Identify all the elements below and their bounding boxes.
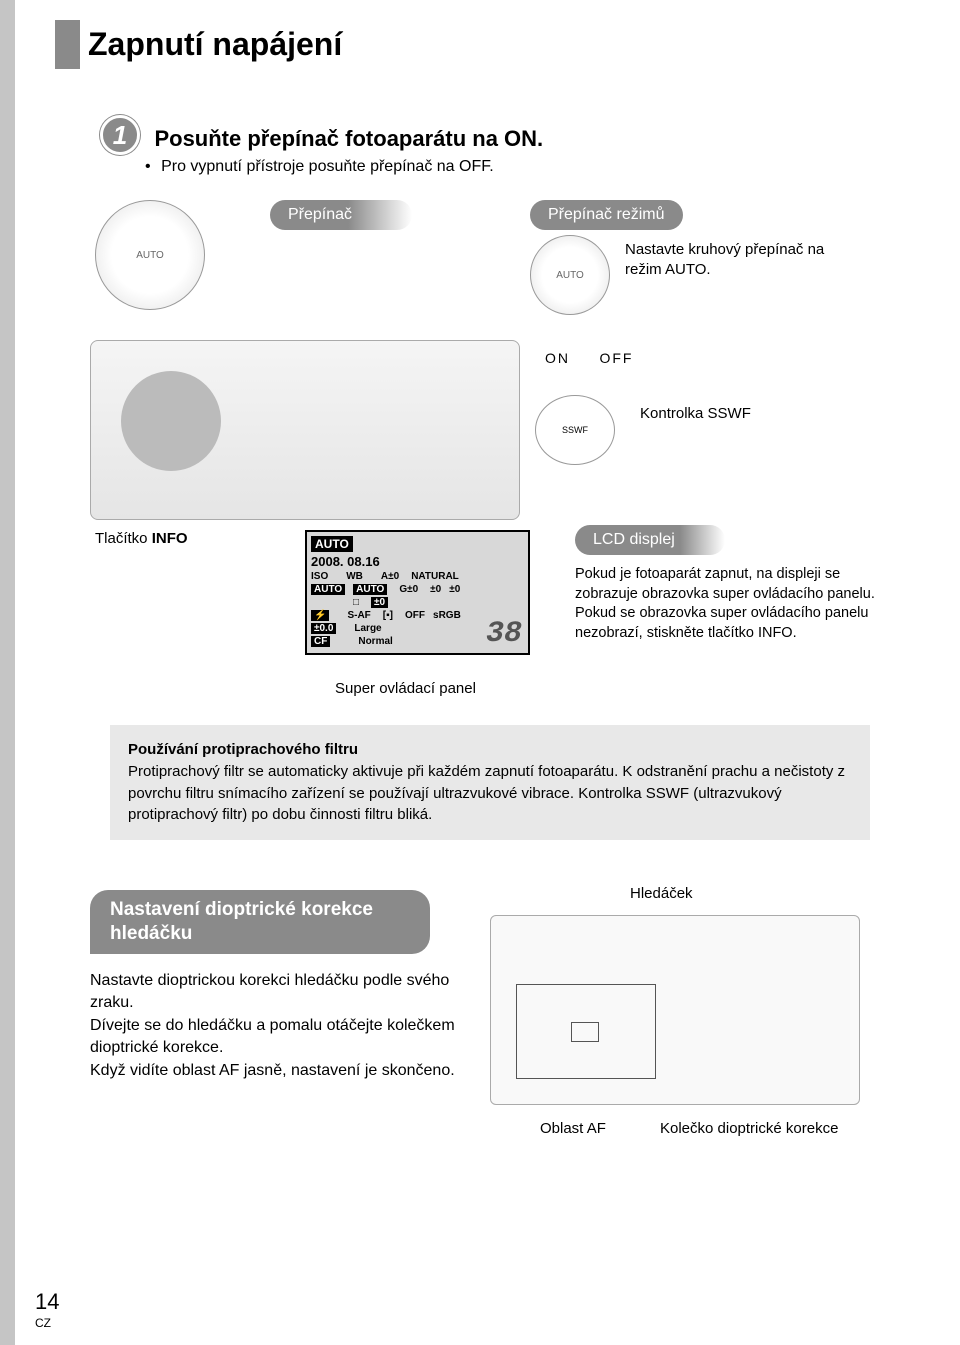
mode-dial-detail-illustration: AUTO (530, 235, 610, 315)
lcd-normal: Normal (358, 636, 392, 647)
info-bold: INFO (152, 530, 188, 547)
page-language: CZ (35, 1316, 51, 1330)
dust-title: Používání protiprachového filtru (128, 741, 358, 758)
lcd-caption: Super ovládací panel (335, 680, 476, 697)
lcd-iso: ISO (311, 571, 328, 582)
lcd-g0: G±0 (399, 584, 418, 595)
page-gutter (0, 0, 15, 1345)
label-lcd-display: LCD displej (575, 525, 725, 555)
diopter-heading: Nastavení dioptrické korekce hledáčku (90, 890, 430, 954)
sswf-small-text: SSWF (562, 425, 588, 435)
af-area-label: Oblast AF (540, 1120, 606, 1137)
lcd-description: Pokud je fotoaparát zapnut, na displeji … (575, 565, 875, 643)
off-label: OFF (599, 350, 633, 366)
lcd-srgb: sRGB (433, 610, 461, 621)
lcd-natural: NATURAL (411, 571, 459, 582)
page-number: 14 (35, 1289, 59, 1315)
sswf-detail-illustration: SSWF (535, 395, 615, 465)
lcd-rgb0-row: □ (353, 597, 359, 608)
dust-body: Protiprachový filtr se automaticky aktiv… (128, 763, 845, 824)
lcd-frame-count: 38 (486, 617, 522, 651)
dust-filter-box: Používání protiprachového filtru Protipr… (110, 725, 870, 840)
bullet-icon: • (145, 158, 151, 175)
header-accent-bar (55, 20, 80, 69)
on-label: ON (545, 350, 570, 366)
viewfinder-label: Hledáček (630, 885, 693, 902)
camera-back-illustration (90, 340, 520, 520)
lcd-off: OFF (405, 610, 425, 621)
viewfinder-illustration (490, 915, 860, 1105)
label-prepinac-rezimu: Přepínač režimů (530, 200, 683, 230)
mode-dial-description: Nastavte kruhový přepínač na režim AUTO. (625, 240, 825, 279)
lcd-wb: WB (346, 571, 363, 582)
info-button-label: Tlačítko INFO (95, 530, 188, 547)
diopter-body: Nastavte dioptrickou korekci hledáčku po… (90, 970, 460, 1082)
lcd-ev: ±0.0 (311, 623, 336, 634)
label-prepinac: Přepínač (270, 200, 412, 230)
lcd-saf: S-AF (347, 610, 370, 621)
lcd-bracket: [▪] (383, 610, 393, 621)
lcd-cf: CF (311, 636, 330, 647)
page-header: Zapnutí napájení (55, 20, 342, 69)
lcd-auto3: AUTO (353, 584, 387, 595)
lcd-a0: A±0 (381, 571, 399, 582)
lcd-large: Large (354, 623, 381, 634)
af-area-marker (571, 1022, 599, 1042)
diopter-wheel-label: Kolečko dioptrické korekce (660, 1120, 838, 1137)
super-control-panel: AUTO 2008. 08.16 ISO WB A±0 NATURAL AUTO… (305, 530, 530, 655)
lcd-auto2: AUTO (311, 584, 345, 595)
step-1-title: Posuňte přepínač fotoaparátu na ON. (154, 126, 543, 152)
dial-auto-text: AUTO (136, 250, 164, 261)
lcd-c0: ±0 (449, 584, 460, 595)
dial2-auto-text: AUTO (556, 270, 584, 281)
step-1-subtext: • Pro vypnutí přístroje posuňte přepínač… (145, 158, 494, 176)
lcd-auto: AUTO (311, 536, 353, 552)
sswf-label: Kontrolka SSWF (640, 405, 751, 422)
mode-dial-illustration: AUTO (95, 200, 205, 310)
lcd-p0: ±0 (430, 584, 441, 595)
step-1-badge: 1 (100, 115, 140, 155)
step-1-row: 1 Posuňte přepínač fotoaparátu na ON. (100, 115, 543, 155)
lcd-rgb0: ±0 (371, 597, 388, 608)
lcd-date: 2008. 08.16 (311, 554, 380, 569)
on-off-labels: ON OFF (545, 350, 633, 366)
info-prefix: Tlačítko (95, 530, 152, 547)
page-title: Zapnutí napájení (88, 20, 342, 69)
step-1-sub-content: Pro vypnutí přístroje posuňte přepínač n… (161, 158, 494, 175)
lcd-flash: ⚡ (311, 610, 329, 621)
